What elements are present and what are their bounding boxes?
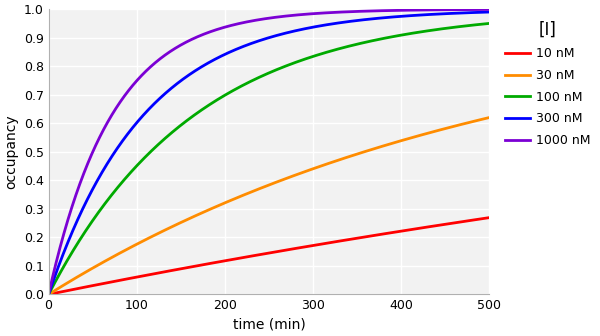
Legend: 10 nM, 30 nM, 100 nM, 300 nM, 1000 nM: 10 nM, 30 nM, 100 nM, 300 nM, 1000 nM	[500, 15, 596, 152]
10 nM	[248, 254, 255, 258]
300 nM	[67, 233, 74, 237]
1000 nM	[45, 292, 52, 296]
300 nM	[248, 41, 255, 45]
30 nM	[485, 116, 493, 120]
Line: 300 nM: 300 nM	[49, 12, 489, 294]
1000 nM	[473, 7, 480, 11]
300 nM	[473, 10, 480, 14]
30 nM	[259, 185, 266, 190]
30 nM	[473, 119, 480, 123]
X-axis label: time (min): time (min)	[233, 318, 305, 332]
30 nM	[67, 279, 74, 283]
100 nM	[473, 23, 480, 27]
10 nM	[485, 216, 493, 220]
300 nM	[473, 10, 480, 14]
1000 nM	[67, 208, 74, 212]
100 nM	[392, 34, 399, 38]
10 nM	[45, 292, 52, 296]
10 nM	[473, 217, 480, 221]
1000 nM	[259, 17, 266, 21]
10 nM	[67, 288, 74, 292]
100 nM	[485, 22, 493, 26]
Line: 30 nM: 30 nM	[49, 118, 489, 294]
10 nM	[392, 230, 399, 234]
1000 nM	[485, 7, 493, 11]
100 nM	[259, 74, 266, 78]
300 nM	[392, 15, 399, 19]
Line: 10 nM: 10 nM	[49, 218, 489, 294]
10 nM	[473, 218, 480, 222]
1000 nM	[248, 19, 255, 23]
Line: 1000 nM: 1000 nM	[49, 9, 489, 294]
10 nM	[259, 252, 266, 256]
100 nM	[67, 252, 74, 256]
100 nM	[473, 23, 480, 27]
Line: 100 nM: 100 nM	[49, 24, 489, 294]
Y-axis label: occupancy: occupancy	[4, 115, 18, 189]
300 nM	[485, 10, 493, 14]
100 nM	[248, 79, 255, 83]
30 nM	[45, 292, 52, 296]
1000 nM	[473, 7, 480, 11]
1000 nM	[392, 8, 399, 12]
30 nM	[392, 140, 399, 144]
30 nM	[248, 190, 255, 194]
30 nM	[473, 119, 480, 123]
300 nM	[45, 292, 52, 296]
300 nM	[259, 38, 266, 42]
100 nM	[45, 292, 52, 296]
